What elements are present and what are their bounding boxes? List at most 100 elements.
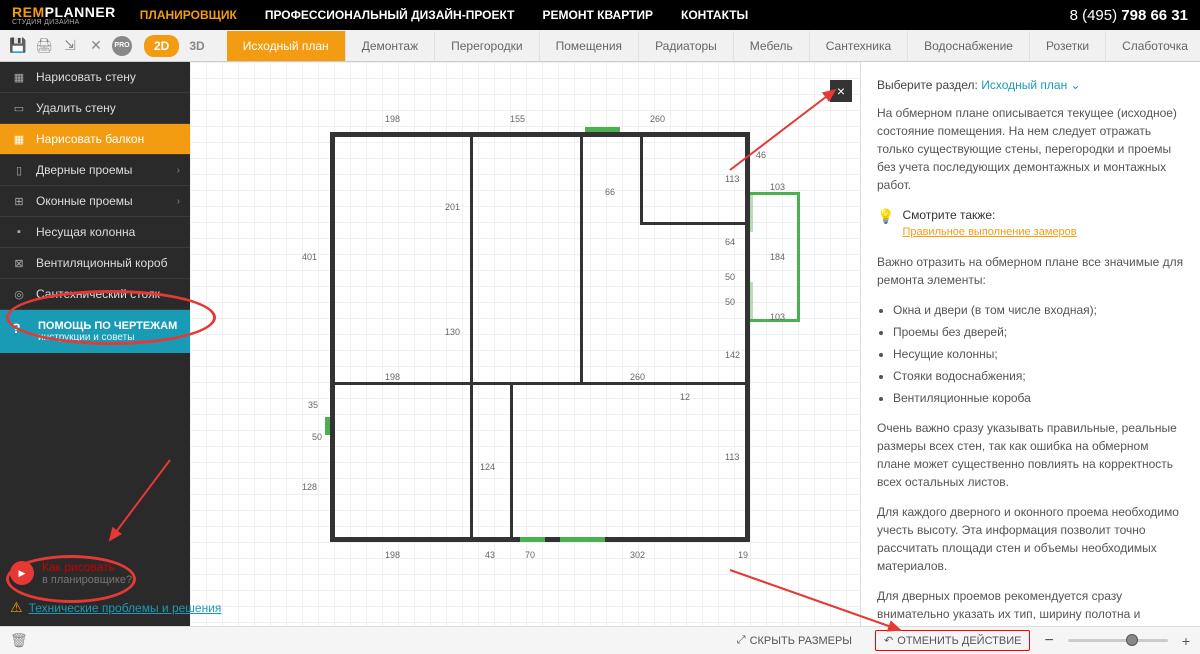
warn-text: Технические проблемы и решения	[29, 601, 222, 615]
dim: 19	[738, 550, 748, 560]
zoom-slider[interactable]	[1068, 639, 1168, 642]
list-item: Проемы без дверей;	[893, 323, 1184, 341]
nav-repair[interactable]: РЕМОНТ КВАРТИР	[542, 8, 653, 22]
vent-icon: ⊠	[10, 256, 28, 270]
play-icon: ▶	[10, 561, 34, 585]
section-select[interactable]: Выберите раздел: Исходный план ⌄	[877, 76, 1184, 94]
tab-plumbing[interactable]: Сантехника	[810, 31, 908, 61]
dim: 46	[756, 150, 766, 160]
dim: 66	[605, 187, 615, 197]
warning-icon: ⚠	[10, 599, 23, 616]
help-title: ПОМОЩЬ ПО ЧЕРТЕЖАМ	[38, 320, 177, 332]
rp-paragraph: Очень важно сразу указывать правильные, …	[877, 419, 1184, 491]
rp-paragraph: На обмерном плане описывается текущее (и…	[877, 104, 1184, 194]
wall-icon: ▦	[10, 70, 28, 84]
help-icon: ?	[12, 320, 30, 338]
tools-icon[interactable]: ✕	[86, 36, 106, 56]
dim: 50	[725, 272, 735, 282]
rp-paragraph: Для дверных проемов рекомендуется сразу …	[877, 587, 1184, 627]
dim: 260	[650, 114, 665, 124]
floorplan: 198 155 260 401 35 128 46 113 103 184 10…	[330, 132, 810, 552]
top-header: REMPLANNER СТУДИЯ ДИЗАЙНА ПЛАНИРОВЩИК ПР…	[0, 0, 1200, 30]
dim: 130	[445, 327, 460, 337]
dim: 142	[725, 350, 740, 360]
dim: 43	[485, 550, 495, 560]
rp-paragraph: Для каждого дверного и оконного проема н…	[877, 503, 1184, 575]
side-column[interactable]: ▪Несущая колонна	[0, 217, 190, 248]
bulb-icon: 💡	[877, 206, 894, 227]
nav-planner[interactable]: ПЛАНИРОВЩИК	[140, 8, 237, 22]
trash-icon[interactable]: 🗑	[10, 632, 28, 649]
toolbar: 💾 🖨 ⇲ ✕ PRO 2D 3D Исходный план Демонтаж…	[0, 30, 1200, 62]
balcony-icon: ▦	[10, 132, 28, 146]
main: ▦Нарисовать стену ▭Удалить стену ▦Нарисо…	[0, 62, 1200, 626]
side-delete-wall[interactable]: ▭Удалить стену	[0, 93, 190, 124]
logo-planner: PLANNER	[45, 4, 116, 20]
undo-button[interactable]: ↶ ОТМЕНИТЬ ДЕЙСТВИЕ	[875, 630, 1030, 651]
view-2d[interactable]: 2D	[144, 35, 179, 57]
phone-number: 798 66 31	[1121, 7, 1188, 24]
select-label: Выберите раздел:	[877, 78, 978, 92]
video-tutorial-link[interactable]: ▶ Как рисовать в планировщике?	[10, 560, 132, 586]
also-link[interactable]: Правильное выполнение замеров	[902, 224, 1076, 241]
view-toggle: 2D 3D	[144, 35, 215, 57]
list-item: Несущие колонны;	[893, 345, 1184, 363]
delete-icon: ▭	[10, 101, 28, 115]
sidebar: ▦Нарисовать стену ▭Удалить стену ▦Нарисо…	[0, 62, 190, 626]
side-riser[interactable]: ◎Сантехнический стояк	[0, 279, 190, 310]
tab-water[interactable]: Водоснабжение	[908, 31, 1030, 61]
close-button[interactable]: ×	[830, 80, 852, 102]
bottom-bar: 🗑 ⤢ СКРЫТЬ РАЗМЕРЫ ↶ ОТМЕНИТЬ ДЕЙСТВИЕ −…	[0, 626, 1200, 654]
canvas[interactable]: × 198 155 260	[190, 62, 860, 626]
nav-contacts[interactable]: КОНТАКТЫ	[681, 8, 748, 22]
tab-furniture[interactable]: Мебель	[734, 31, 810, 61]
pro-icon[interactable]: PRO	[112, 36, 132, 56]
zoom-handle[interactable]	[1126, 634, 1138, 646]
dim: 201	[445, 202, 460, 212]
tab-radiators[interactable]: Радиаторы	[639, 31, 734, 61]
dim: 103	[770, 182, 785, 192]
dim: 198	[385, 372, 400, 382]
view-3d[interactable]: 3D	[179, 35, 214, 57]
tabs: Исходный план Демонтаж Перегородки Помещ…	[227, 31, 1200, 61]
tab-demolition[interactable]: Демонтаж	[346, 31, 435, 61]
tab-sockets[interactable]: Розетки	[1030, 31, 1106, 61]
select-value[interactable]: Исходный план ⌄	[981, 78, 1080, 92]
logo[interactable]: REMPLANNER СТУДИЯ ДИЗАЙНА	[12, 5, 116, 26]
side-draw-wall[interactable]: ▦Нарисовать стену	[0, 62, 190, 93]
nav-design[interactable]: ПРОФЕССИОНАЛЬНЫЙ ДИЗАЙН-ПРОЕКТ	[265, 8, 515, 22]
rp-list: Окна и двери (в том числе входная); Прое…	[893, 301, 1184, 407]
chevron-right-icon: ›	[177, 196, 180, 207]
save-icon[interactable]: 💾	[8, 36, 28, 56]
tab-source[interactable]: Исходный план	[227, 31, 346, 61]
print-icon[interactable]: 🖨	[34, 36, 54, 56]
vid-line2: в планировщике?	[42, 574, 132, 586]
dim: 50	[312, 432, 322, 442]
logo-sub: СТУДИЯ ДИЗАЙНА	[12, 19, 116, 26]
dim: 113	[725, 452, 739, 462]
dim: 50	[725, 297, 735, 307]
side-window-openings[interactable]: ⊞Оконные проемы›	[0, 186, 190, 217]
riser-icon: ◎	[10, 287, 28, 301]
logo-rem: REM	[12, 4, 45, 20]
hide-dims-button[interactable]: ⤢ СКРЫТЬ РАЗМЕРЫ	[728, 630, 861, 651]
dim: 302	[630, 550, 645, 560]
share-icon[interactable]: ⇲	[60, 36, 80, 56]
side-draw-balcony[interactable]: ▦Нарисовать балкон	[0, 124, 190, 155]
dim: 128	[302, 482, 317, 492]
tab-partitions[interactable]: Перегородки	[435, 31, 539, 61]
dim: 184	[770, 252, 785, 262]
zoom-minus[interactable]: −	[1044, 632, 1053, 650]
tab-rooms[interactable]: Помещения	[540, 31, 639, 61]
tab-lowcurrent[interactable]: Слаботочка	[1106, 31, 1200, 61]
dim: 155	[510, 114, 525, 124]
zoom-plus[interactable]: +	[1182, 633, 1190, 649]
help-box[interactable]: ? ПОМОЩЬ ПО ЧЕРТЕЖАМ инструкции и советы	[0, 310, 190, 353]
list-item: Окна и двери (в том числе входная);	[893, 301, 1184, 319]
side-door-openings[interactable]: ▯Дверные проемы›	[0, 155, 190, 186]
side-vent[interactable]: ⊠Вентиляционный короб	[0, 248, 190, 279]
list-item: Стояки водоснабжения;	[893, 367, 1184, 385]
chevron-right-icon: ›	[177, 165, 180, 176]
help-sub: инструкции и советы	[38, 332, 177, 343]
tech-problems-link[interactable]: ⚠ Технические проблемы и решения	[10, 599, 221, 616]
